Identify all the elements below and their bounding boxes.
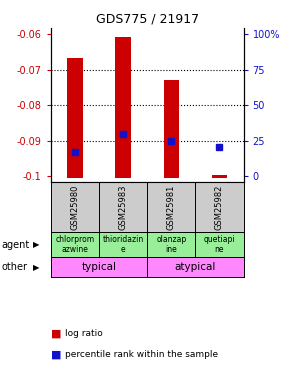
Text: olanzap
ine: olanzap ine [156, 235, 186, 254]
Text: ■: ■ [51, 350, 61, 359]
Bar [164, 80, 179, 178]
Text: percentile rank within the sample: percentile rank within the sample [65, 350, 218, 359]
Text: other: other [1, 262, 28, 272]
Text: GSM25983: GSM25983 [119, 184, 128, 230]
Bar [67, 58, 83, 178]
Bar [115, 37, 131, 178]
Text: typical: typical [81, 262, 117, 272]
Text: chlorprom
azwine: chlorprom azwine [55, 235, 95, 254]
Title: GDS775 / 21917: GDS775 / 21917 [96, 13, 199, 26]
Text: ■: ■ [51, 329, 61, 339]
Text: ▶: ▶ [33, 240, 40, 249]
Text: agent: agent [1, 240, 30, 250]
Bar [212, 175, 227, 178]
Text: atypical: atypical [175, 262, 216, 272]
Text: quetiapi
ne: quetiapi ne [204, 235, 235, 254]
Text: GSM25980: GSM25980 [70, 184, 79, 230]
Text: log ratio: log ratio [65, 329, 103, 338]
Text: GSM25981: GSM25981 [167, 184, 176, 230]
Text: GSM25982: GSM25982 [215, 184, 224, 230]
Text: ▶: ▶ [33, 263, 40, 272]
Text: thioridazin
e: thioridazin e [102, 235, 144, 254]
